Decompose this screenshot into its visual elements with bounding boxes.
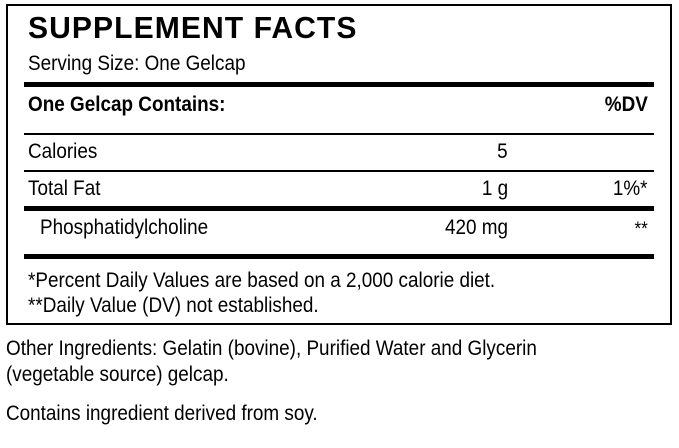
other-ingredients-line-2: (vegetable source) gelcap.: [6, 363, 229, 386]
nutrient-name-phosphatidylcholine: Phosphatidylcholine: [40, 216, 209, 239]
supplement-facts-panel: SUPPLEMENT FACTS Serving Size: One Gelca…: [6, 4, 672, 325]
footnotes-block: *Percent Daily Values are based on a 2,0…: [28, 268, 652, 318]
table-row: Total Fat 1 g 1%*: [24, 174, 654, 204]
footnote-percent-daily-values: *Percent Daily Values are based on a 2,0…: [28, 269, 496, 292]
rule-above-total-fat: [24, 170, 654, 172]
nutrient-amount-total-fat: 1 g: [481, 177, 508, 200]
nutrient-amount-calories: 5: [497, 140, 508, 163]
table-header-name: One Gelcap Contains:: [28, 93, 226, 116]
nutrient-dv-total-fat: 1%*: [613, 177, 648, 200]
rule-above-calories: [24, 133, 654, 135]
rule-below-serving-size: [24, 82, 654, 87]
table-header-row: One Gelcap Contains: %DV: [24, 90, 654, 120]
allergen-statement: Contains ingredient derived from soy.: [6, 402, 318, 425]
panel-inner: SUPPLEMENT FACTS Serving Size: One Gelca…: [16, 6, 662, 323]
nutrient-amount-phosphatidylcholine: 420 mg: [444, 216, 508, 239]
page-title: SUPPLEMENT FACTS: [28, 10, 358, 45]
table-header-dv: %DV: [604, 93, 648, 116]
serving-size-label: Serving Size: One Gelcap: [28, 52, 246, 75]
rule-above-footnotes: [24, 254, 654, 259]
nutrient-name-calories: Calories: [28, 140, 98, 163]
other-ingredients-line-1: Other Ingredients: Gelatin (bovine), Pur…: [6, 337, 537, 360]
table-row: Phosphatidylcholine 420 mg **: [24, 213, 654, 243]
below-panel-text: Other Ingredients: Gelatin (bovine), Pur…: [6, 336, 674, 427]
nutrient-name-total-fat: Total Fat: [28, 177, 101, 200]
nutrient-dv-phosphatidylcholine: **: [634, 219, 648, 240]
table-row: Calories 5: [24, 137, 654, 167]
footnote-dv-not-established: **Daily Value (DV) not established.: [28, 294, 319, 317]
rule-above-phosphatidylcholine: [24, 206, 654, 211]
